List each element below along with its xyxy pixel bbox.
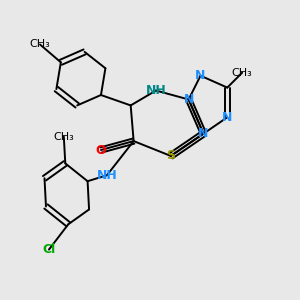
Text: Cl: Cl <box>42 243 56 256</box>
Text: O: O <box>96 143 106 157</box>
Text: CH₃: CH₃ <box>53 132 74 142</box>
Text: N: N <box>184 93 194 106</box>
Text: NH: NH <box>97 169 117 182</box>
Text: S: S <box>166 149 175 162</box>
Text: NH: NH <box>146 84 166 97</box>
Text: N: N <box>198 127 209 140</box>
Text: CH₃: CH₃ <box>232 68 253 78</box>
Text: N: N <box>195 69 206 82</box>
Text: CH₃: CH₃ <box>30 40 50 50</box>
Text: N: N <box>222 111 232 124</box>
